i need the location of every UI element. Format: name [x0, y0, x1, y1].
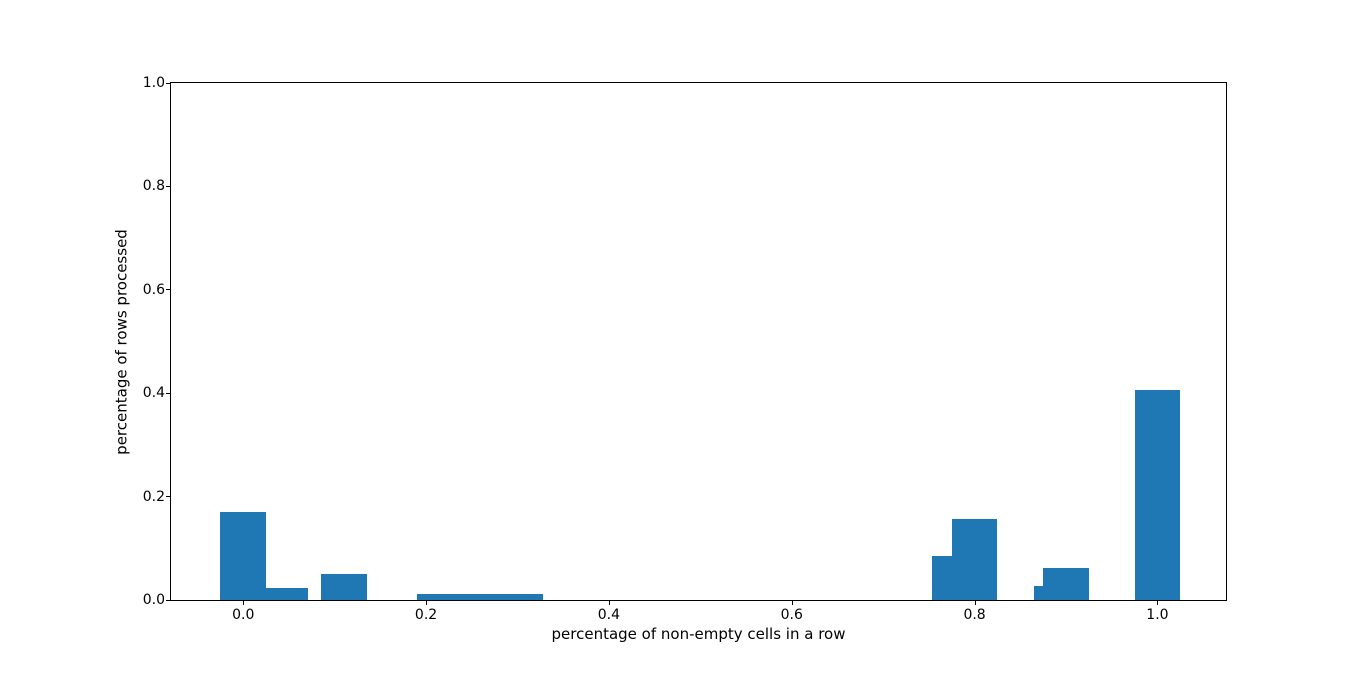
x-tick-label: 0.4 — [597, 607, 621, 623]
histogram-bar — [320, 574, 367, 600]
histogram-bar — [1043, 567, 1089, 600]
x-tick-label: 1.0 — [1146, 607, 1169, 623]
y-tick-label: 0.0 — [142, 592, 165, 608]
x-tick-label: 0.2 — [414, 607, 438, 623]
histogram-bar — [951, 519, 998, 600]
histogram-bar — [220, 512, 267, 600]
y-tick-mark — [166, 289, 170, 291]
y-tick-label: 0.6 — [142, 281, 165, 298]
y-tick-label: 0.2 — [142, 488, 165, 505]
y-tick-label: 0.4 — [142, 385, 165, 402]
plot-area: percentage of non-empty cells in a row p… — [113, 76, 1227, 642]
x-tick-label: 0.8 — [963, 607, 986, 623]
x-tick-label: 0.6 — [780, 607, 803, 623]
x-tick-mark — [608, 601, 610, 605]
histogram-bar — [497, 593, 544, 600]
histogram-bar — [262, 587, 309, 600]
x-tick-mark — [243, 601, 245, 605]
x-tick-mark — [426, 601, 428, 605]
x-tick-label: 0.0 — [232, 607, 255, 623]
x-tick-mark — [974, 601, 976, 605]
y-tick-mark — [166, 185, 170, 187]
x-axis-label: percentage of non-empty cells in a row — [551, 625, 846, 643]
y-tick-label: 0.8 — [142, 178, 165, 195]
x-tick-mark — [1157, 601, 1159, 605]
histogram-bar — [416, 593, 463, 600]
y-axis-label: percentage of rows processed — [112, 228, 131, 455]
histogram-bar — [1134, 390, 1181, 600]
y-tick-mark — [166, 392, 170, 394]
y-tick-mark — [166, 599, 170, 601]
y-tick-label: 1.0 — [142, 75, 165, 91]
y-tick-mark — [166, 496, 170, 498]
y-tick-mark — [166, 82, 170, 84]
histogram-bar — [457, 593, 503, 600]
x-tick-mark — [791, 601, 793, 605]
